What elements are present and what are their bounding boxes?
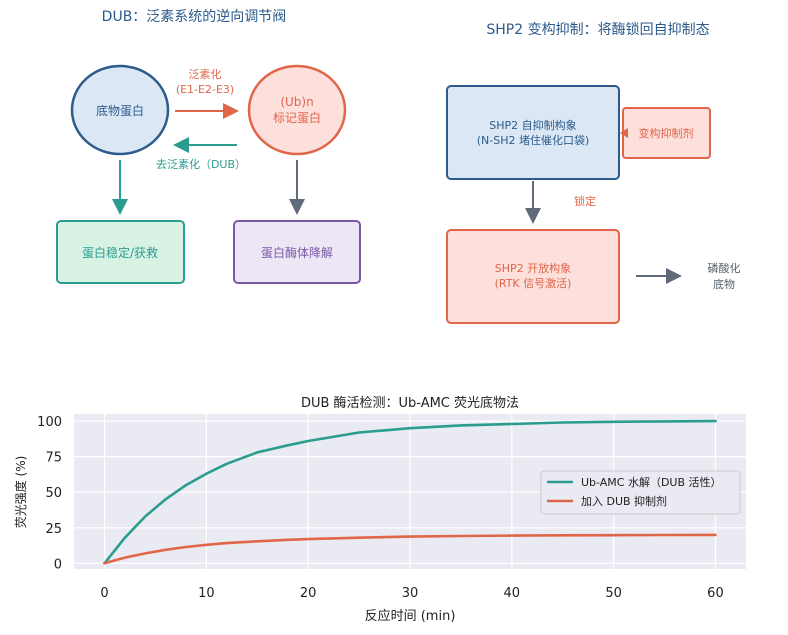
series-line-1: [103, 533, 717, 565]
ubiquitination-label-2: (E1-E2-E3): [176, 83, 234, 96]
y-axis-label: 荧光强度 (%): [13, 456, 28, 529]
substrate-label: 底物蛋白: [96, 103, 144, 118]
open-conformation-box: [446, 229, 620, 324]
tick-labels: 0 10 20 30 40 50 60 0 25 50 75 100: [37, 415, 724, 601]
y-tick-label-4: 100: [37, 415, 62, 430]
dub-diagram: DUB：泛素系统的逆向调节阀 底物蛋白 (Ub)n 标记蛋白 泛素化 (E1-E…: [56, 9, 361, 284]
lock-label: 锁定: [574, 194, 596, 208]
y-tick-label-2: 50: [45, 486, 62, 501]
x-tick-label-0: 0: [100, 586, 108, 601]
y-tick-label-3: 75: [45, 451, 62, 466]
ub-label-1: (Ub)n: [280, 95, 313, 109]
inhibitor-arrowhead: [620, 128, 628, 138]
substrate-node: [70, 64, 170, 156]
x-tick-label-4: 40: [504, 586, 521, 601]
series-line-0: [103, 419, 717, 565]
x-axis-label: 反应时间 (min): [365, 608, 456, 624]
open-label-2: (RTK 信号激活): [495, 276, 572, 290]
ub-label-2: 标记蛋白: [273, 110, 321, 125]
chart: DUB 酶活检测：Ub-AMC 荧光底物法 0 10 20 30 40 50 60 0 25 50…: [13, 395, 746, 624]
ubiquitinated-node: [247, 64, 347, 156]
dub-title: DUB：泛素系统的逆向调节阀: [102, 9, 287, 25]
x-tick-label-1: 10: [198, 586, 215, 601]
stabilize-label: 蛋白稳定/获救: [82, 245, 158, 260]
autoinhibited-label-1: SHP2 自抑制构象: [489, 118, 576, 132]
y-tick-label-1: 25: [45, 522, 62, 537]
product-label-2: 底物: [713, 277, 735, 291]
shp2-title: SHP2 变构抑制：将酶锁回自抑制态: [486, 22, 709, 38]
legend-box: [540, 470, 741, 515]
degrade-label: 蛋白酶体降解: [261, 245, 333, 260]
x-tick-label-3: 30: [402, 586, 419, 601]
degrade-box: [233, 220, 361, 284]
ubiquitination-label-1: 泛素化: [189, 67, 222, 81]
deubiquitination-label: 去泛素化（DUB）: [156, 157, 246, 171]
y-tick-label-0: 0: [54, 557, 62, 572]
autoinhibited-box: [446, 85, 620, 180]
product-label-1: 磷酸化: [708, 261, 741, 275]
open-label-1: SHP2 开放构象: [495, 261, 571, 275]
x-tick-label-2: 20: [300, 586, 317, 601]
autoinhibited-label-2: (N-SH2 堵住催化口袋): [477, 133, 590, 147]
x-tick-label-6: 60: [707, 586, 724, 601]
shp2-diagram: SHP2 变构抑制：将酶锁回自抑制态 SHP2 自抑制构象 (N-SH2 堵住催…: [446, 22, 741, 324]
legend-label-1: 加入 DUB 抑制剂: [581, 494, 667, 508]
legend-label-0: Ub-AMC 水解（DUB 活性）: [581, 475, 722, 489]
inhibitor-label: 变构抑制剂: [639, 126, 694, 140]
stabilize-box: [56, 220, 185, 284]
series-lines: [103, 419, 717, 565]
x-tick-label-5: 50: [605, 586, 622, 601]
chart-title: DUB 酶活检测：Ub-AMC 荧光底物法: [301, 395, 519, 411]
legend: Ub-AMC 水解（DUB 活性） 加入 DUB 抑制剂: [540, 470, 741, 515]
